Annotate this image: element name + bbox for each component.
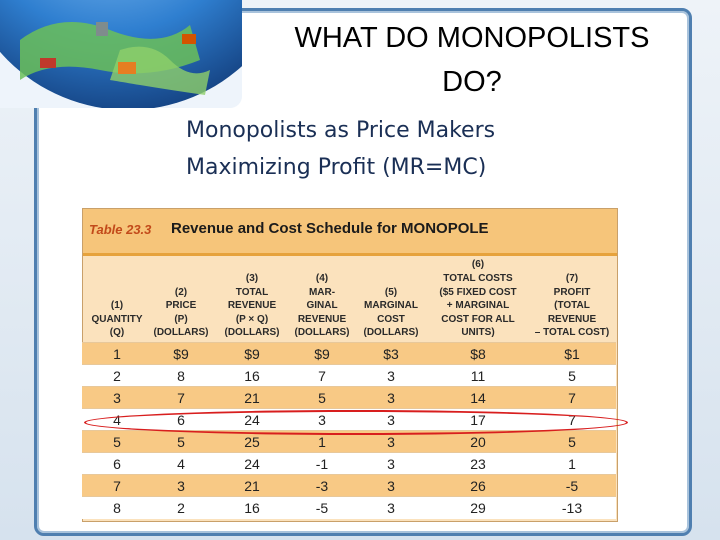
column-header-1: (1) QUANTITY (Q) — [91, 300, 143, 339]
table-cell: 21 — [244, 478, 260, 494]
table-number: Table 23.3 — [89, 222, 152, 237]
column-header-3: (3) TOTAL REVENUE (P × Q) (DOLLARS) — [224, 273, 280, 339]
globe-icon — [0, 0, 242, 108]
table-row: 8 2 16 -5 3 29 -13 — [82, 496, 616, 519]
table-cell: 4 — [177, 456, 185, 472]
slide-title: WHAT DO MONOPOLISTS DO? — [294, 22, 650, 98]
table-cell: 5 — [177, 434, 185, 450]
table-cell: 25 — [244, 434, 260, 450]
table-caption: Table 23.3 Revenue and Cost Schedule for… — [83, 209, 617, 256]
column-header-6: (6) TOTAL COSTS ($5 FIXED COST + MARGINAL CO… — [439, 259, 517, 339]
table-cell: 5 — [568, 368, 576, 384]
table-row: 7 3 21 -3 3 26 -5 — [82, 474, 616, 497]
table-cell: 5 — [113, 434, 121, 450]
table-row: 3 7 21 5 3 14 7 — [82, 386, 616, 409]
table-cell: $8 — [470, 346, 486, 362]
table-cell: -5 — [565, 478, 579, 494]
bullet-maximizing-profit: Maximizing Profit (MR=MC) — [186, 155, 487, 180]
table-cell: -13 — [561, 500, 583, 516]
table-cell: $9 — [173, 346, 189, 362]
table-cell: -3 — [315, 478, 329, 494]
column-header-7: (7) PROFIT (TOTAL REVENUE – TOTAL COST) — [534, 273, 610, 339]
table-cell: 1 — [318, 434, 326, 450]
table-cell: $3 — [383, 346, 399, 362]
table-cell: 14 — [470, 390, 486, 406]
table-cell: 2 — [177, 500, 185, 516]
table-cell: 7 — [318, 368, 326, 384]
table-cell: $9 — [244, 346, 260, 362]
table-cell: 3 — [113, 390, 121, 406]
table-cell: 16 — [244, 368, 260, 384]
table-cell: 3 — [387, 500, 395, 516]
column-header-4: (4) MAR- GINAL REVENUE (DOLLARS) — [294, 273, 350, 339]
table-cell: 8 — [177, 368, 185, 384]
table-cell: 3 — [387, 478, 395, 494]
table-cell: 6 — [113, 456, 121, 472]
table-cell: 29 — [470, 500, 486, 516]
table-cell: 3 — [387, 390, 395, 406]
table-cell: 3 — [387, 456, 395, 472]
table-cell: 5 — [568, 434, 576, 450]
table-cell: 7 — [177, 390, 185, 406]
table-cell: 24 — [244, 456, 260, 472]
table-cell: $9 — [314, 346, 330, 362]
table-cell: -1 — [315, 456, 329, 472]
table-cell: 1 — [113, 346, 121, 362]
table-row: 1 $9 $9 $9 $3 $8 $1 — [82, 342, 616, 365]
table-name: Revenue and Cost Schedule for MONOPOLE — [171, 220, 489, 237]
column-header-5: (5) MARGINAL COST (DOLLARS) — [363, 286, 419, 339]
table-cell: 1 — [568, 456, 576, 472]
table-cell: 7 — [568, 390, 576, 406]
table-cell: 21 — [244, 390, 260, 406]
table-cell: 23 — [470, 456, 486, 472]
highlight-ellipse — [84, 410, 628, 435]
table-cell: -5 — [315, 500, 329, 516]
bullet-price-makers: Monopolists as Price Makers — [186, 118, 496, 143]
table-cell: $1 — [564, 346, 580, 362]
globe-illustration — [0, 0, 242, 108]
table-cell: 3 — [177, 478, 185, 494]
table-cell: 26 — [470, 478, 486, 494]
table-cell: 16 — [244, 500, 260, 516]
table-cell: 3 — [387, 434, 395, 450]
table-cell: 20 — [470, 434, 486, 450]
table-cell: 3 — [387, 368, 395, 384]
table-cell: 7 — [113, 478, 121, 494]
column-header-2: (2) PRICE (P) (DOLLARS) — [153, 286, 209, 339]
table-cell: 8 — [113, 500, 121, 516]
table-cell: 5 — [318, 390, 326, 406]
table-row: 6 4 24 -1 3 23 1 — [82, 452, 616, 475]
table-row: 2 8 16 7 3 11 5 — [82, 364, 616, 387]
table-cell: 11 — [470, 368, 486, 384]
table-cell: 2 — [113, 368, 121, 384]
